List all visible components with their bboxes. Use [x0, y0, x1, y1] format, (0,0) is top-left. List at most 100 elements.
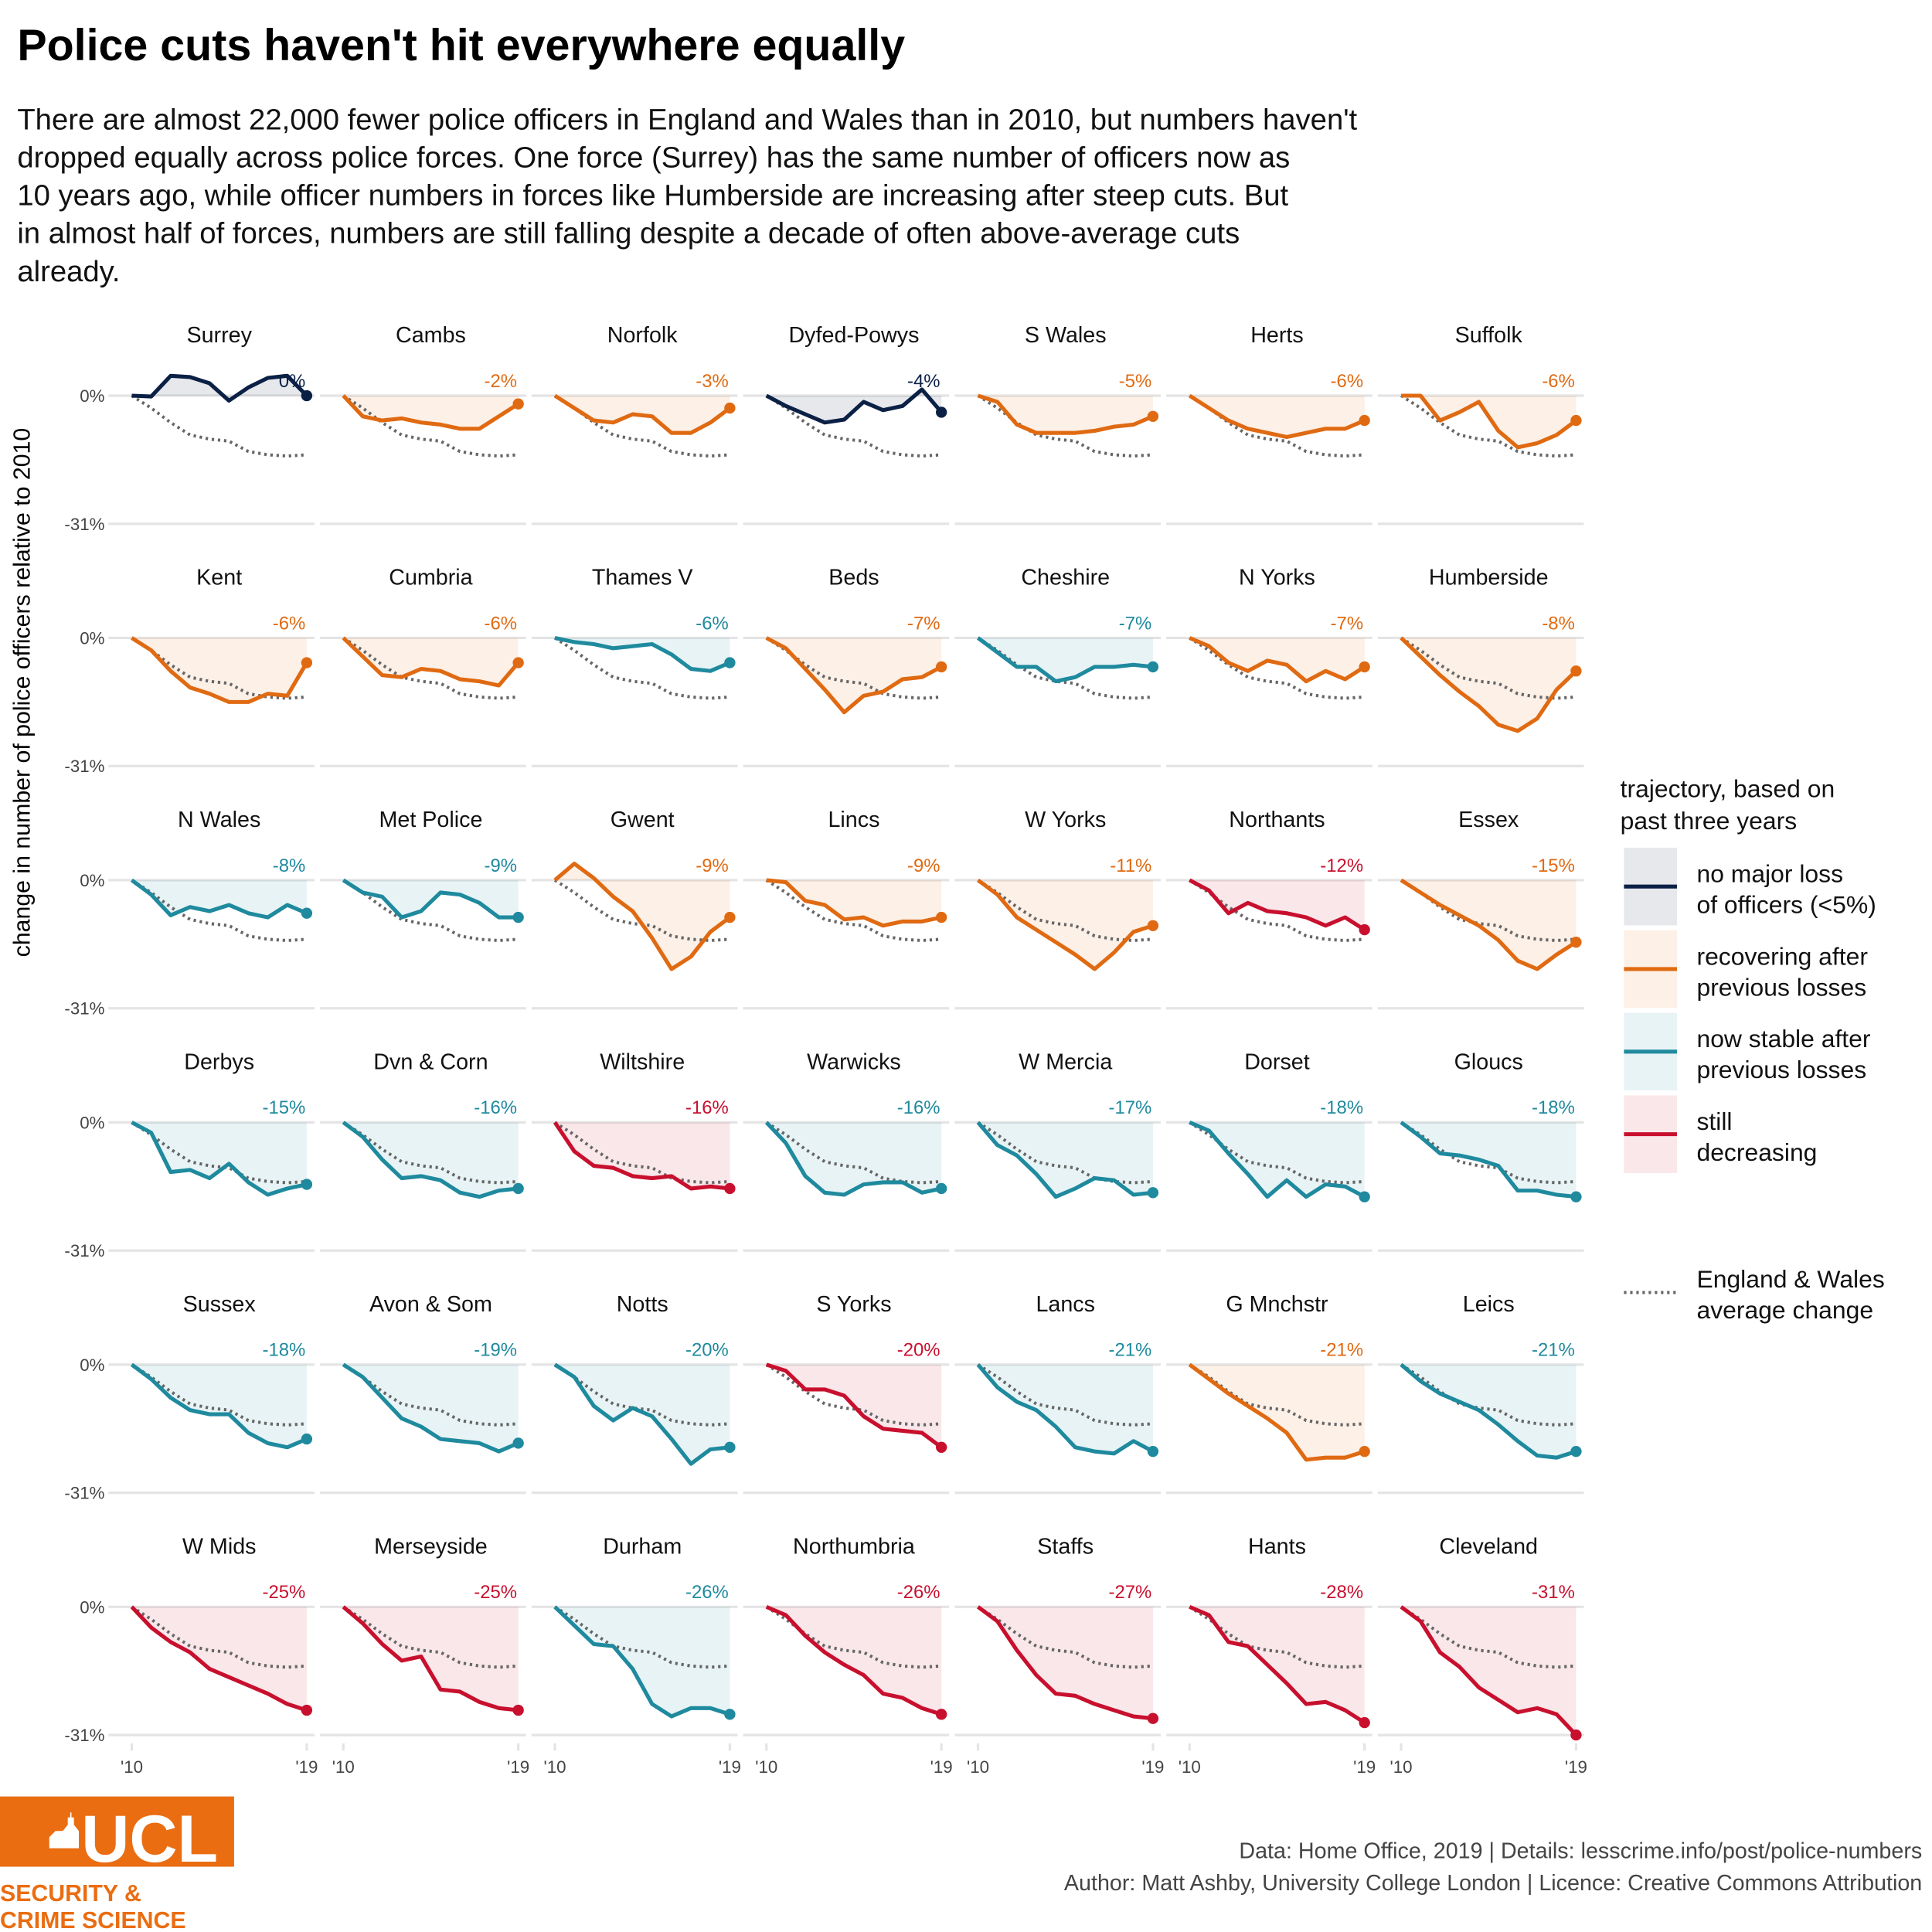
value-label: -19% — [474, 1340, 517, 1361]
area — [978, 638, 1153, 682]
average-line — [1400, 1121, 1577, 1185]
average-line — [977, 636, 1154, 700]
end-point — [724, 1709, 736, 1720]
end-point — [301, 1433, 313, 1445]
value-label: -11% — [1110, 855, 1151, 876]
area — [131, 1607, 307, 1711]
subtitle-line: dropped equally across police forces. On… — [17, 141, 1290, 175]
end-point — [301, 1179, 313, 1190]
line — [766, 878, 942, 928]
caption: Data: Home Office, 2019 | Details: lessc… — [1239, 1838, 1922, 1863]
legend-label: no major loss — [1696, 860, 1843, 888]
average-line — [1189, 636, 1365, 700]
x-tick-label: '19 — [1353, 1757, 1376, 1777]
value-label: -9% — [485, 855, 518, 876]
area — [978, 1607, 1153, 1719]
value-label: -2% — [485, 371, 518, 392]
end-point — [1570, 414, 1582, 427]
line — [1189, 1121, 1366, 1199]
line — [976, 1363, 1155, 1456]
average-line — [553, 1121, 730, 1185]
average-line — [342, 1121, 519, 1185]
panel-title: W Yorks — [1025, 808, 1106, 832]
line — [131, 373, 308, 403]
end-point — [512, 657, 524, 668]
end-point — [301, 1704, 313, 1716]
panel-title: Cheshire — [1021, 566, 1110, 590]
average-line — [131, 394, 308, 458]
area — [555, 1122, 730, 1189]
legend-label: still — [1696, 1107, 1732, 1135]
end-point — [1570, 1445, 1582, 1458]
line — [976, 878, 1154, 971]
y-tick-label: -31% — [64, 757, 104, 776]
logo-text: UCL — [81, 1802, 218, 1876]
value-label: -6% — [1331, 371, 1364, 392]
value-label: -8% — [1542, 613, 1575, 634]
line — [553, 1121, 730, 1191]
panel-title: G Mnchstr — [1226, 1292, 1328, 1317]
y-tick-label: 0% — [80, 628, 104, 648]
area — [766, 638, 942, 713]
logo-icon — [49, 1812, 80, 1849]
end-point — [1359, 414, 1370, 427]
panel-title: Met Police — [379, 808, 482, 832]
average-line — [1400, 879, 1577, 943]
panel-title: Northants — [1229, 808, 1325, 832]
panel-title: Surrey — [186, 323, 252, 348]
end-point — [724, 1441, 736, 1453]
end-point — [1359, 923, 1370, 936]
value-label: -15% — [1532, 855, 1575, 876]
panel-title: Cumbria — [389, 566, 472, 590]
area — [343, 396, 519, 429]
end-point — [512, 911, 524, 923]
line — [1188, 393, 1366, 440]
legend-label: recovering after — [1696, 942, 1868, 970]
panel-title: Gwent — [611, 808, 675, 832]
area — [1189, 396, 1365, 437]
line — [1189, 636, 1366, 684]
average-line — [1189, 394, 1365, 458]
value-label: -26% — [897, 1582, 940, 1603]
line — [553, 393, 731, 435]
end-point — [301, 907, 313, 919]
value-label: -17% — [1109, 1097, 1152, 1118]
area — [343, 638, 519, 685]
value-label: -16% — [474, 1097, 517, 1118]
area — [1401, 638, 1577, 731]
panel-title: Kent — [196, 566, 242, 590]
area — [1401, 1607, 1577, 1736]
end-point — [1359, 1716, 1370, 1729]
x-tick-label: '19 — [930, 1757, 953, 1777]
panel-title: Lincs — [828, 808, 879, 832]
average-line — [553, 1363, 730, 1427]
panel-title: Herts — [1250, 323, 1304, 348]
x-tick-label: '19 — [295, 1757, 318, 1777]
legend-title: past three years — [1621, 807, 1798, 835]
average-line — [1400, 1363, 1577, 1427]
average-line — [131, 1605, 308, 1669]
panel-title: Norfolk — [607, 323, 679, 348]
panel-title: Dyfed-Powys — [788, 323, 919, 348]
value-label: -25% — [474, 1582, 517, 1603]
line — [342, 878, 519, 920]
subtitle-line: There are almost 22,000 fewer police off… — [17, 103, 1357, 136]
line — [342, 1121, 519, 1199]
panel-title: Hants — [1248, 1535, 1306, 1560]
area — [1401, 396, 1577, 447]
line — [130, 1605, 308, 1713]
area — [766, 1364, 942, 1447]
end-point — [512, 398, 524, 410]
end-point — [935, 406, 947, 418]
end-point — [1359, 661, 1370, 673]
value-label: -16% — [897, 1097, 940, 1118]
value-label: -4% — [907, 371, 940, 392]
value-label: -18% — [262, 1340, 305, 1361]
average-line — [1189, 879, 1365, 943]
average-line — [131, 636, 308, 700]
end-point — [935, 911, 947, 923]
area — [131, 879, 307, 918]
y-tick-label: 0% — [80, 871, 104, 890]
